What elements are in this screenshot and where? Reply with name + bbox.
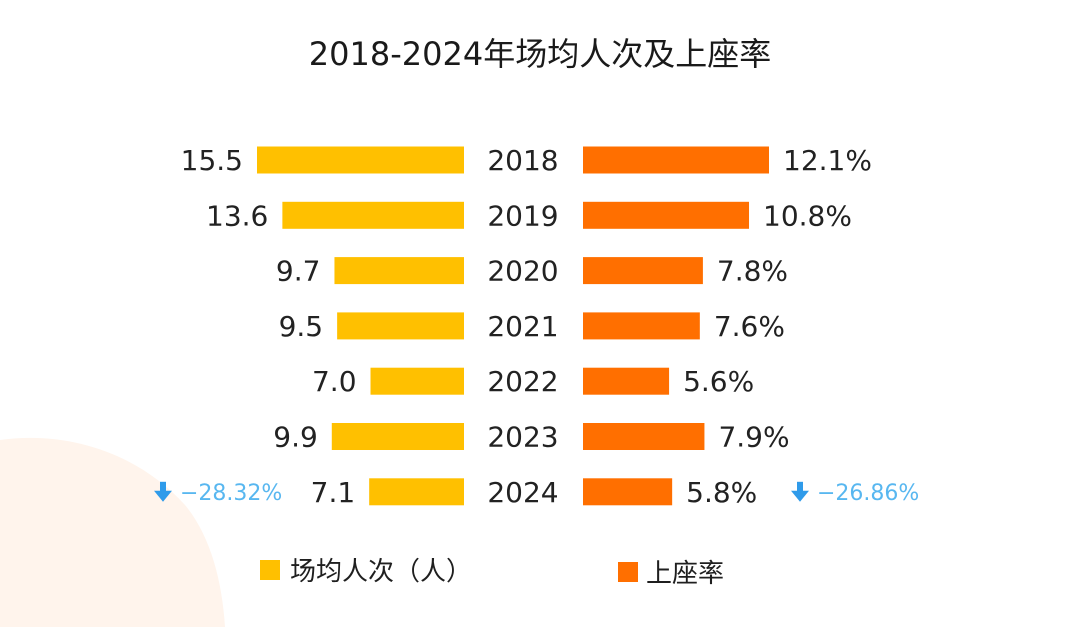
year-label-2021: 2021 <box>487 310 558 343</box>
value-label-attendance-2022: 7.0 <box>312 365 357 398</box>
bar-occupancy-2018 <box>583 146 769 174</box>
value-label-occupancy-2021: 7.6% <box>714 310 785 343</box>
bar-attendance-2021 <box>337 312 464 340</box>
value-label-attendance-2024: 7.1 <box>311 476 356 509</box>
year-label-2022: 2022 <box>487 365 558 398</box>
year-label-2019: 2019 <box>487 199 558 232</box>
legend: 场均人次（人） 上座率 <box>260 557 724 589</box>
value-label-occupancy-2022: 5.6% <box>683 365 754 398</box>
bar-attendance-2022 <box>370 367 464 395</box>
down-arrow-icon <box>791 481 809 502</box>
change-label-occupancy: −26.86% <box>817 481 919 506</box>
legend-swatch-occupancy <box>618 562 638 582</box>
legend-label-occupancy: 上座率 <box>646 559 724 589</box>
value-label-occupancy-2020: 7.8% <box>717 255 788 288</box>
bar-attendance-2019 <box>282 201 464 229</box>
bar-occupancy-2019 <box>583 201 750 229</box>
bars-group: 2018 15.5 12.1% 2019 13.6 10.8% 2020 9.7 7.8% 202… <box>154 144 919 509</box>
value-label-attendance-2020: 9.7 <box>276 255 321 288</box>
background-blob <box>0 437 225 627</box>
value-label-occupancy-2024: 5.8% <box>686 476 757 509</box>
year-label-2023: 2023 <box>487 421 558 454</box>
value-label-attendance-2018: 15.5 <box>181 144 243 177</box>
bar-occupancy-2020 <box>583 257 703 285</box>
value-label-occupancy-2018: 12.1% <box>783 144 872 177</box>
bar-occupancy-2021 <box>583 312 700 340</box>
down-arrow-icon <box>154 481 172 502</box>
value-label-attendance-2019: 13.6 <box>206 199 268 232</box>
bar-attendance-2023 <box>331 423 464 450</box>
year-label-2020: 2020 <box>487 255 558 288</box>
value-label-occupancy-2023: 7.9% <box>718 421 789 454</box>
legend-label-attendance: 场均人次（人） <box>290 557 472 587</box>
bar-occupancy-2023 <box>583 423 705 450</box>
year-label-2024: 2024 <box>487 476 558 509</box>
bar-attendance-2024 <box>369 478 464 506</box>
value-label-attendance-2021: 9.5 <box>279 310 324 343</box>
bar-attendance-2020 <box>334 257 464 285</box>
bar-attendance-2018 <box>257 146 464 174</box>
legend-swatch-attendance <box>260 560 280 580</box>
year-label-2018: 2018 <box>487 144 558 177</box>
bar-occupancy-2022 <box>583 367 670 395</box>
bar-occupancy-2024 <box>583 478 673 506</box>
chart-title: 2018-2024年场均人次及上座率 <box>309 35 771 73</box>
value-label-occupancy-2019: 10.8% <box>763 199 852 232</box>
change-label-attendance: −28.32% <box>180 481 282 506</box>
value-label-attendance-2023: 9.9 <box>273 421 318 454</box>
